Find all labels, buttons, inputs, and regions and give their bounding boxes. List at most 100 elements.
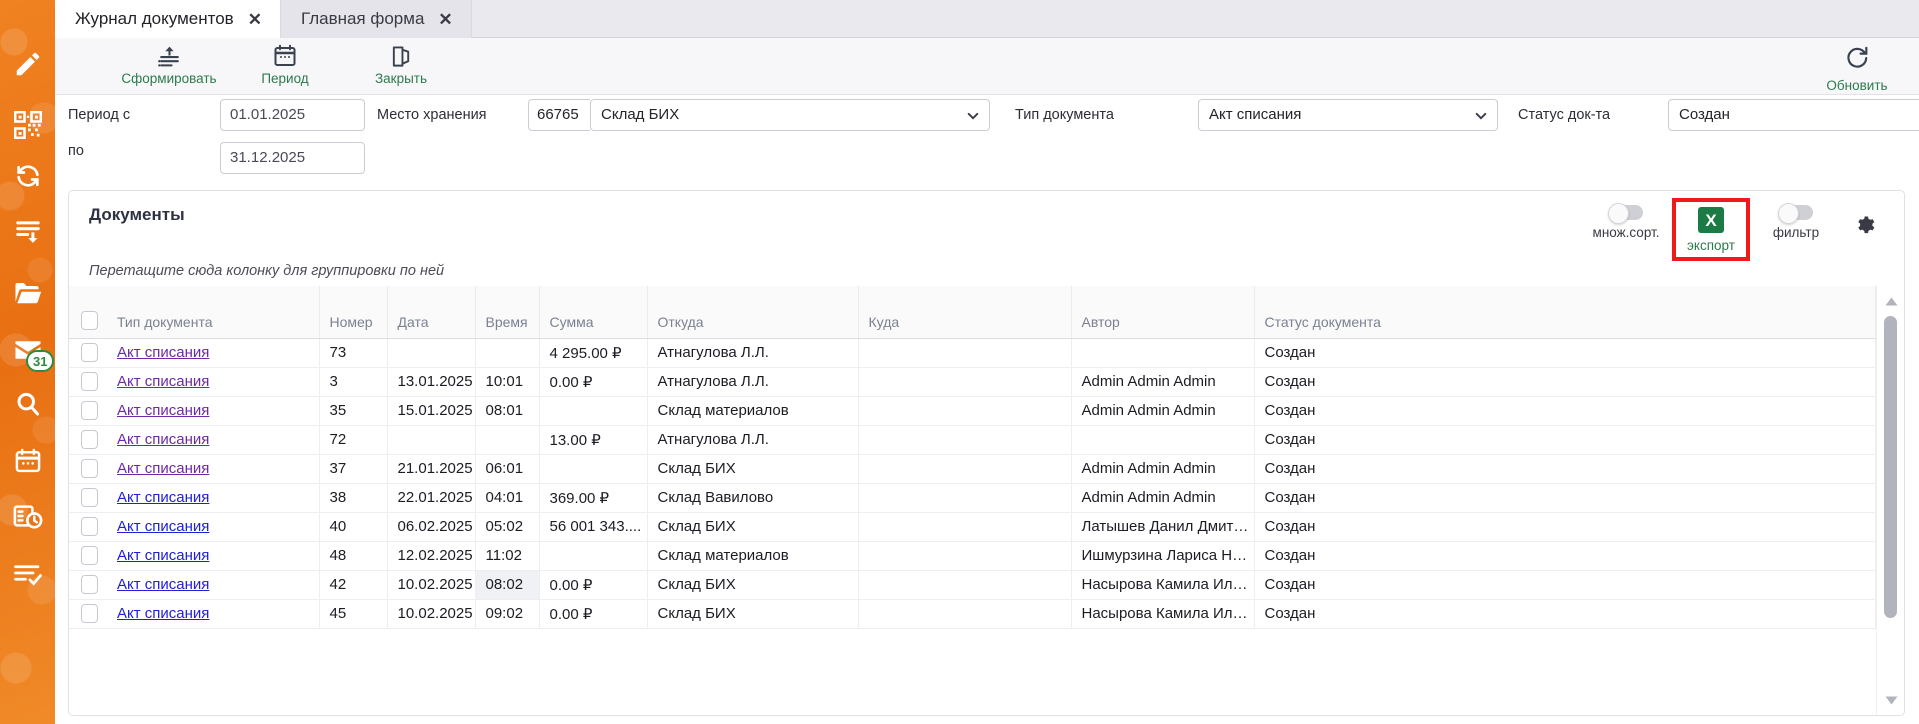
table-row[interactable]: Акт списания 72 13.00 ₽ Атнагулова Л.Л. Созд… [69,425,1876,455]
col-header-status[interactable]: Статус документа [1254,286,1876,339]
sidebar-item-qr[interactable] [0,97,55,153]
document-link[interactable]: Акт списания [117,576,210,593]
export-button[interactable]: X экспорт [1672,198,1750,261]
table-row[interactable]: Акт списания 45 10.02.2025 09:02 0.00 ₽ Склад… [69,599,1876,629]
cell-doctype[interactable]: Акт списания [107,367,320,397]
sidebar-item-sync[interactable] [0,148,55,204]
row-checkbox[interactable] [81,430,98,449]
col-header-sum[interactable]: Сумма [539,286,648,339]
sidebar-item-import[interactable] [0,205,55,261]
sidebar-item-tasks[interactable] [0,545,55,601]
document-link[interactable]: Акт списания [117,373,210,390]
col-header-date[interactable]: Дата [387,286,476,339]
close-icon[interactable]: ✕ [438,9,453,29]
col-header-from[interactable]: Откуда [647,286,859,339]
document-link[interactable]: Акт списания [117,344,210,361]
period-from-input[interactable]: 01.01.2025 [220,99,365,131]
col-header-to[interactable]: Куда [858,286,1072,339]
cell-doctype[interactable]: Акт списания [107,454,320,484]
row-checkbox[interactable] [81,401,98,420]
row-select-cell[interactable] [69,396,107,426]
row-checkbox[interactable] [81,546,98,565]
row-checkbox[interactable] [81,517,98,536]
row-select-cell[interactable] [69,367,107,397]
tab-main-form[interactable]: Главная форма ✕ [280,0,472,38]
scroll-down-icon[interactable] [1877,689,1904,711]
table-row[interactable]: Акт списания 3 13.01.2025 10:01 0.00 ₽ Атнагу… [69,367,1876,397]
table-row[interactable]: Акт списания 40 06.02.2025 05:02 56 001 343.… [69,512,1876,542]
row-select-cell[interactable] [69,570,107,600]
select-all-header[interactable] [69,286,107,339]
row-select-cell[interactable] [69,338,107,368]
col-header-time[interactable]: Время [475,286,540,339]
row-checkbox[interactable] [81,488,98,507]
table-row[interactable]: Акт списания 37 21.01.2025 06:01 Склад БИХ Ad… [69,454,1876,484]
select-all-checkbox[interactable] [81,310,98,330]
document-link[interactable]: Акт списания [117,431,210,448]
row-select-cell[interactable] [69,425,107,455]
scroll-up-icon[interactable] [1877,290,1904,312]
row-select-cell[interactable] [69,599,107,629]
cell-doctype[interactable]: Акт списания [107,338,320,368]
cell-sum: 369.00 ₽ [539,483,648,513]
row-select-cell[interactable] [69,483,107,513]
period-to-input[interactable]: 31.12.2025 [220,142,365,174]
sidebar-item-report[interactable] [0,488,55,544]
cell-doctype[interactable]: Акт списания [107,570,320,600]
table-row[interactable]: Акт списания 48 12.02.2025 11:02 Склад матер… [69,541,1876,571]
sidebar-item-folder[interactable] [0,265,55,321]
col-header-author[interactable]: Автор [1071,286,1255,339]
cell-from: Атнагулова Л.Л. [647,425,859,455]
sidebar-item-calendar[interactable] [0,433,55,489]
close-form-button[interactable]: Закрыть [357,38,445,86]
col-header-number[interactable]: Номер [319,286,388,339]
generate-button[interactable]: Сформировать [121,38,217,86]
document-link[interactable]: Акт списания [117,489,210,506]
cell-doctype[interactable]: Акт списания [107,396,320,426]
cell-doctype[interactable]: Акт списания [107,483,320,513]
storage-code-input[interactable]: 66765 [528,99,590,131]
row-checkbox[interactable] [81,372,98,391]
period-button[interactable]: Период [241,38,329,86]
row-select-cell[interactable] [69,541,107,571]
table-row[interactable]: Акт списания 73 4 295.00 ₽ Атнагулова Л.Л. С… [69,338,1876,368]
close-icon[interactable]: ✕ [247,9,262,29]
vertical-scrollbar[interactable] [1876,286,1904,715]
table-row[interactable]: Акт списания 42 10.02.2025 08:02 0.00 ₽ Склад… [69,570,1876,600]
chevron-down-icon [966,100,980,130]
status-select[interactable]: Создан [1668,99,1919,131]
tab-document-journal[interactable]: Журнал документов ✕ [55,0,281,38]
row-checkbox[interactable] [81,343,98,362]
multisort-toggle[interactable]: множ.сорт. [1582,198,1670,240]
cell-doctype[interactable]: Акт списания [107,541,320,571]
row-select-cell[interactable] [69,454,107,484]
table-row[interactable]: Акт списания 38 22.01.2025 04:01 369.00 ₽ Скл… [69,483,1876,513]
refresh-button[interactable]: Обновить [1811,38,1903,93]
cell-time: 11:02 [475,541,540,571]
document-link[interactable]: Акт списания [117,547,210,564]
col-header-doctype[interactable]: Тип документа [107,286,320,339]
scrollbar-thumb[interactable] [1884,316,1897,618]
row-checkbox[interactable] [81,604,98,623]
cell-doctype[interactable]: Акт списания [107,512,320,542]
document-link[interactable]: Акт списания [117,402,210,419]
doctype-select[interactable]: Акт списания [1198,99,1498,131]
cell-date: 12.02.2025 [387,541,476,571]
cell-doctype[interactable]: Акт списания [107,599,320,629]
sidebar-item-pencil[interactable] [0,36,55,92]
cell-doctype[interactable]: Акт списания [107,425,320,455]
row-select-cell[interactable] [69,512,107,542]
sidebar-item-search[interactable] [0,376,55,432]
table-row[interactable]: Акт списания 35 15.01.2025 08:01 Склад матер… [69,396,1876,426]
row-checkbox[interactable] [81,575,98,594]
settings-button[interactable] [1840,198,1892,243]
storage-select[interactable]: Склад БИХ [590,99,990,131]
group-drop-hint[interactable]: Перетащите сюда колонку для группировки … [89,263,445,279]
sidebar-item-mail[interactable]: 31 [0,322,55,378]
document-link[interactable]: Акт списания [117,518,210,535]
document-link[interactable]: Акт списания [117,605,210,622]
filter-toggle[interactable]: фильтр [1752,198,1840,240]
document-link[interactable]: Акт списания [117,460,210,477]
row-checkbox[interactable] [81,459,98,478]
filter-label: фильтр [1772,225,1820,240]
